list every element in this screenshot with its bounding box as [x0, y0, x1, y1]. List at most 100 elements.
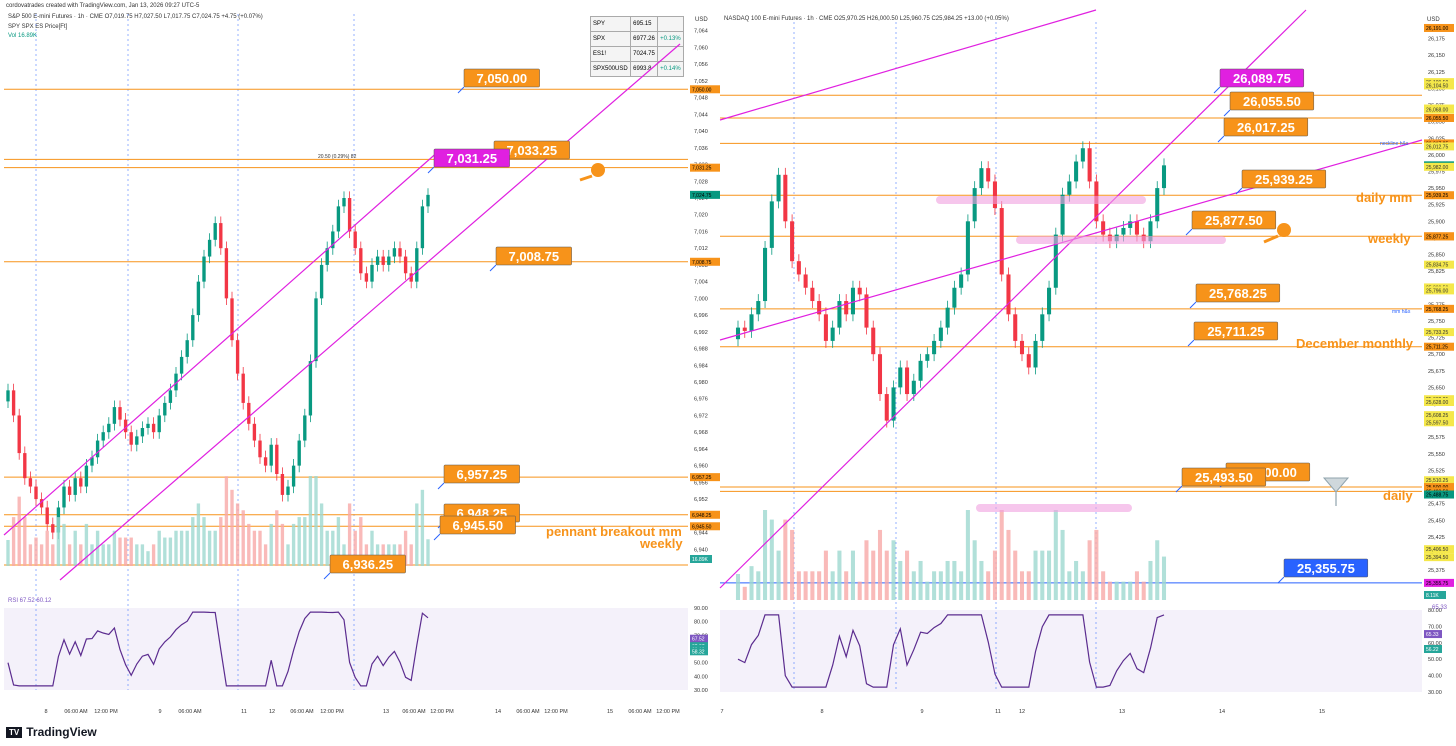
price-axis-tag-text: 26,055.50	[1426, 116, 1448, 122]
price-axis-tag-text: 7,024.75	[692, 193, 712, 199]
candle-body	[39, 499, 44, 508]
level-callout-pointer	[1189, 301, 1197, 309]
daily-highlight	[976, 504, 1132, 512]
y-tick-label: 6,976	[694, 397, 708, 403]
candle-body	[877, 354, 883, 395]
candle-body	[101, 432, 105, 441]
volume-tag-text: 8.11K	[1426, 593, 1439, 599]
level-callout-text: 7,031.25	[446, 151, 497, 166]
volume-bar	[952, 560, 957, 600]
price-axis-tag	[1424, 286, 1454, 295]
candle-body	[123, 419, 128, 433]
candle-body	[972, 188, 977, 222]
rsi-value-text: 58.32	[692, 649, 705, 655]
x-tick-label: 12:00 PM	[430, 709, 454, 715]
price-axis-tag-text: 25,982.00	[1426, 165, 1448, 171]
y-tick-label: 7,008	[694, 263, 708, 269]
candle-body	[34, 486, 38, 500]
volume-bar	[877, 529, 883, 600]
volume-bar	[1013, 550, 1018, 600]
candle-body	[247, 402, 251, 424]
candle-body	[763, 247, 768, 302]
volume-bar	[783, 519, 788, 600]
candle-body	[992, 181, 997, 209]
volume-bar	[11, 517, 16, 566]
level-callout-box	[1223, 117, 1309, 137]
candle-body	[803, 274, 808, 288]
price-axis-tag-text: 25,628.00	[1426, 400, 1448, 406]
y-tick-label: 6,940	[694, 547, 708, 553]
volume-bar	[359, 517, 363, 566]
candle-body	[796, 261, 801, 275]
price-axis-tag-text: 25,796.00	[1426, 288, 1448, 294]
volume-bar	[415, 503, 419, 566]
candle-body	[6, 390, 10, 402]
volume-bar	[84, 523, 89, 566]
price-axis-tag	[1424, 476, 1454, 485]
volume-bar	[959, 571, 964, 600]
level-callout-box	[1229, 91, 1315, 111]
y-tick-label: 25,525	[1428, 468, 1445, 474]
candle-body	[844, 301, 849, 315]
price-axis-tag	[1424, 191, 1454, 200]
candle-body	[959, 274, 964, 288]
y-tick-label: 6,972	[694, 413, 708, 419]
left-price-chart[interactable]: 7,064 7,060 7,056 7,052 7,048 7,044 7,040 7,036…	[0, 0, 720, 720]
price-axis-tag-text: 25,877.25	[1426, 234, 1448, 240]
volume-bar	[796, 571, 801, 600]
price-axis-tag	[690, 257, 720, 266]
volume-bar	[769, 519, 774, 600]
y-tick-label: 25,575	[1428, 435, 1445, 441]
candle-body	[157, 415, 161, 433]
volume-bar	[1134, 571, 1139, 600]
candle-body	[314, 298, 318, 362]
x-tick-label: 06:00 AM	[628, 709, 652, 715]
level-callout-pointer	[489, 264, 497, 272]
candle-body	[790, 221, 795, 262]
level-callout-text: 26,017.25	[1237, 120, 1295, 135]
x-tick-label: 12:00 PM	[94, 709, 118, 715]
volume-bar	[95, 530, 100, 566]
candle-body	[1080, 148, 1085, 162]
y-tick-label: 7,000	[694, 296, 708, 302]
candle-body	[275, 444, 279, 474]
candle-body	[776, 174, 781, 202]
rsi-tick-label: 30.00	[1428, 690, 1442, 696]
right-weekly-annotation: weekly	[1368, 231, 1411, 246]
candle-body	[918, 360, 923, 381]
y-tick-label: 25,850	[1428, 253, 1445, 259]
candle-body	[823, 314, 828, 341]
candle-body	[241, 373, 245, 403]
y-tick-label: 7,024	[694, 196, 708, 202]
price-axis-tag-text: 25,597.50	[1426, 420, 1448, 426]
price-axis-tag	[1424, 328, 1454, 337]
key-icon-shaft	[579, 174, 593, 182]
y-tick-label: 7,020	[694, 213, 708, 219]
volume-bar	[932, 571, 937, 600]
price-axis-tag-text: 25,406.50	[1426, 547, 1448, 553]
volume-bar	[857, 581, 862, 600]
candle-body	[1087, 148, 1092, 182]
volume-bar	[319, 503, 324, 566]
key-icon	[591, 163, 605, 177]
rsi-value-text: 67.52	[692, 637, 705, 643]
price-axis-tag-text: 25,834.75	[1426, 263, 1448, 269]
volume-bar	[314, 476, 318, 566]
volume-bar	[151, 544, 156, 566]
candle-body	[857, 287, 862, 295]
x-tick-label: 8	[44, 709, 47, 715]
volume-bar	[905, 550, 910, 600]
volume-bar	[303, 517, 307, 566]
candle-body	[163, 402, 167, 416]
candle-body	[202, 256, 206, 282]
candle-body	[749, 314, 754, 331]
right-price-chart[interactable]: 26,17526,15026,12526,10026,07526,05026,0…	[716, 0, 1456, 720]
y-tick-label: 26,125	[1428, 70, 1445, 76]
volume-bar	[1060, 529, 1065, 600]
candle-body	[23, 453, 27, 479]
volume-bar	[308, 476, 313, 566]
volume-bar	[1006, 529, 1011, 600]
x-tick-label: 14	[495, 709, 501, 715]
x-tick-label: 8	[820, 709, 823, 715]
channel-lower-line	[59, 43, 681, 581]
